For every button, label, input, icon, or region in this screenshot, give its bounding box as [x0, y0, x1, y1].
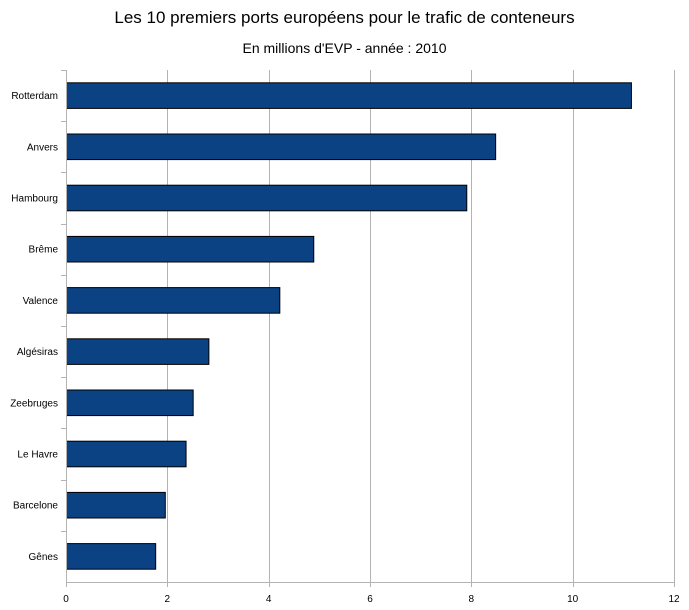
category-label: Brême [29, 245, 59, 256]
bar [66, 184, 468, 212]
category-label: Gênes [29, 552, 58, 563]
category-label: Le Havre [17, 450, 58, 461]
bar [66, 491, 166, 519]
x-tick-label: 2 [165, 594, 171, 605]
x-tick-label: 0 [63, 594, 69, 605]
category-labels: Rotterdam Anvers Hambourg Brême Valence Algés… [10, 91, 58, 563]
bar [66, 235, 315, 263]
bar [66, 543, 157, 570]
category-label: Hambourg [11, 194, 58, 205]
category-label: Algésiras [17, 347, 58, 358]
x-tick-label: 6 [367, 594, 373, 605]
category-label: Anvers [27, 142, 58, 153]
chart-subtitle: En millions d'EVP - année : 2010 [242, 40, 447, 56]
category-label: Valence [23, 296, 59, 307]
bar [66, 287, 281, 314]
x-tick-label: 10 [567, 594, 579, 605]
x-tick-label: 4 [266, 594, 272, 605]
category-label: Zeebruges [10, 398, 58, 409]
bar [66, 338, 210, 365]
axes [61, 70, 675, 587]
bar [66, 389, 194, 417]
category-label: Rotterdam [11, 91, 58, 102]
bar [66, 440, 187, 468]
category-label: Barcelone [13, 501, 58, 512]
bars [66, 82, 632, 570]
x-tick-label: 12 [668, 594, 680, 605]
bar [66, 82, 632, 109]
chart-title: Les 10 premiers ports européens pour le … [114, 8, 575, 27]
x-tick-label: 8 [469, 594, 475, 605]
bar [66, 133, 497, 161]
x-tick-labels: 0 2 4 6 8 10 12 [63, 594, 680, 605]
